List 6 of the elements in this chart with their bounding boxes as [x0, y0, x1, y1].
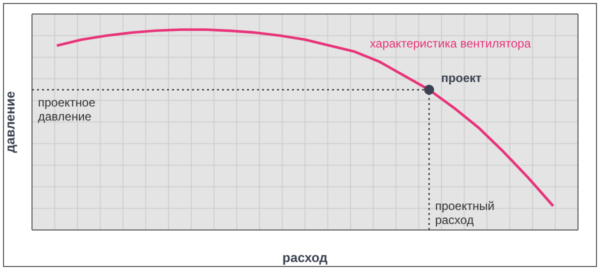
ref-line-label: проектное давление	[38, 96, 96, 124]
annotation: проект	[441, 71, 482, 85]
y-axis-title: давление	[2, 91, 18, 153]
x-axis-title: расход	[282, 250, 328, 265]
text: проектный расход	[435, 199, 494, 227]
series-label: характеристика вентилятора	[370, 36, 532, 51]
